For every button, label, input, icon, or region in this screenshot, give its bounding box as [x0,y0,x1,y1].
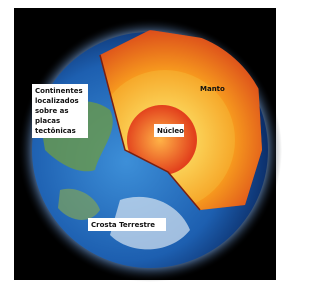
page: {"labels": { "continents": {"lines": ["C… [0,0,289,287]
crust-label: Crosta Terrestre [91,221,155,229]
core-label: Núcleo [157,127,184,135]
mantle-label: Manto [200,85,225,93]
continents-label-line: tectônicas [35,127,76,135]
continents-label-line: sobre as [35,107,69,115]
earth-diagram: Continentes localizados sobre as placas tect… [0,0,289,287]
continents-label-line: placas [35,117,60,125]
continents-label-line: localizados [35,97,79,105]
continents-label-line: Continentes [35,87,83,95]
